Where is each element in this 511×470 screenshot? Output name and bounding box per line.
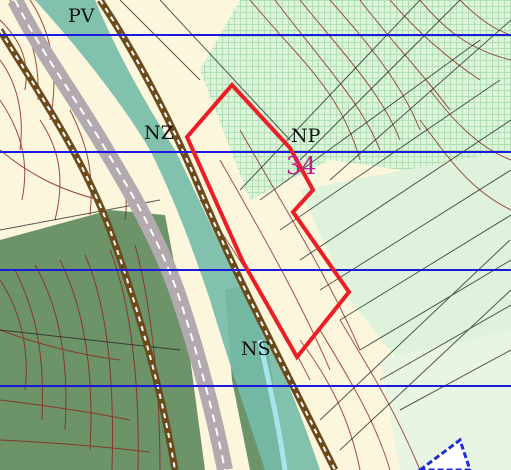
zone-label-pv: PV: [68, 7, 95, 26]
parcel-number-label: 34: [286, 154, 317, 178]
zone-label-nz: NZ: [144, 124, 174, 143]
zone-label-np: NP: [291, 127, 320, 146]
zone-label-ns: NS: [241, 340, 271, 359]
